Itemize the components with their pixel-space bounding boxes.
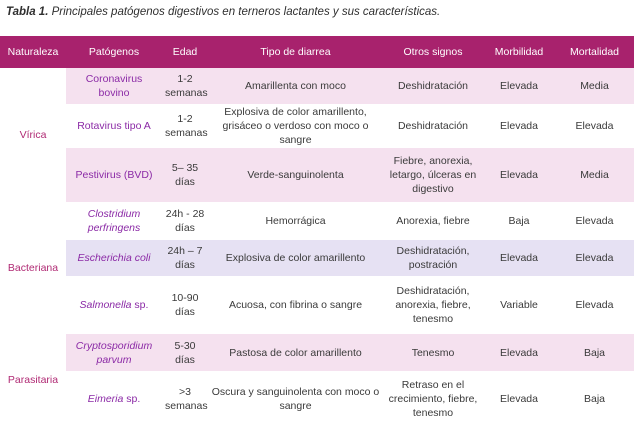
morbilidad-cell: Elevada <box>483 148 555 203</box>
diarrea-cell: Acuosa, con fibrina o sangre <box>208 277 383 334</box>
header-tipo-diarrea: Tipo de diarrea <box>208 36 383 68</box>
header-patogenos: Patógenos <box>66 36 162 68</box>
pathogens-table: Naturaleza Patógenos Edad Tipo de diarre… <box>0 36 634 427</box>
signos-cell: Tenesmo <box>383 334 483 372</box>
edad-cell: 5-30 días <box>162 334 208 372</box>
pathogen-cell: Escherichia coli <box>66 240 162 277</box>
pathogen-suffix: sp. <box>123 393 141 405</box>
edad-cell: 1-2 semanas <box>162 105 208 148</box>
mortalidad-cell: Elevada <box>555 203 634 240</box>
signos-cell: Retraso en el crecimiento, fiebre, tenes… <box>383 372 483 427</box>
morbilidad-cell: Elevada <box>483 334 555 372</box>
mortalidad-cell: Media <box>555 148 634 203</box>
mortalidad-cell: Elevada <box>555 277 634 334</box>
table-row: Vírica Coronavirus bovino 1-2 semanas Am… <box>0 68 634 203</box>
pathogen-cell: Rotavirus tipo A <box>66 105 162 148</box>
edad-cell: 1-2 semanas <box>162 68 208 105</box>
mortalidad-cell: Elevada <box>555 240 634 277</box>
naturaleza-cell: Vírica <box>0 68 66 203</box>
morbilidad-cell: Elevada <box>483 105 555 148</box>
mortalidad-cell: Baja <box>555 372 634 427</box>
table-row: Rotavirus tipo A 1-2 semanas Explosiva d… <box>0 105 634 148</box>
table-caption: Tabla 1. Principales patógenos digestivo… <box>6 6 440 18</box>
table-row: Escherichia coli 24h – 7 días Explosiva … <box>0 240 634 277</box>
diarrea-cell: Explosiva de color amarillento, grisáceo… <box>208 105 383 148</box>
mortalidad-cell: Elevada <box>555 105 634 148</box>
pathogen-genus: Eimeria <box>87 393 124 405</box>
mortalidad-cell: Baja <box>555 334 634 372</box>
diarrea-cell: Amarillenta con moco <box>208 68 383 105</box>
pathogen-suffix: sp. <box>131 299 149 311</box>
edad-cell: 24h - 28 días <box>162 203 208 240</box>
header-naturaleza: Naturaleza <box>0 36 66 68</box>
caption-label: Tabla 1. <box>6 6 49 18</box>
table-row: Pestivirus (BVD) 5– 35 días Verde-sangui… <box>0 148 634 203</box>
pathogen-cell: Pestivirus (BVD) <box>66 148 162 203</box>
table-row: Salmonella sp. 10-90 días Acuosa, con fi… <box>0 277 634 334</box>
pathogen-genus: Salmonella <box>79 299 132 311</box>
morbilidad-cell: Elevada <box>483 68 555 105</box>
header-row: Naturaleza Patógenos Edad Tipo de diarre… <box>0 36 634 68</box>
morbilidad-cell: Elevada <box>483 240 555 277</box>
pathogen-cell: Coronavirus bovino <box>66 68 162 105</box>
table-row: Bacteriana Clostridium perfringens 24h -… <box>0 203 634 334</box>
signos-cell: Deshidratación, postración <box>383 240 483 277</box>
signos-cell: Anorexia, fiebre <box>383 203 483 240</box>
pathogen-cell: Cryptosporidium parvum <box>66 334 162 372</box>
edad-cell: 10-90 días <box>162 277 208 334</box>
morbilidad-cell: Variable <box>483 277 555 334</box>
table-row: Parasitaria Cryptosporidium parvum 5-30 … <box>0 334 634 427</box>
header-mortalidad: Mortalidad <box>555 36 634 68</box>
naturaleza-cell: Parasitaria <box>0 334 66 427</box>
header-morbilidad: Morbilidad <box>483 36 555 68</box>
diarrea-cell: Pastosa de color amarillento <box>208 334 383 372</box>
signos-cell: Deshidratación <box>383 105 483 148</box>
edad-cell: >3 semanas <box>162 372 208 427</box>
edad-cell: 24h – 7 días <box>162 240 208 277</box>
pathogen-cell: Salmonella sp. <box>66 277 162 334</box>
signos-cell: Deshidratación, anorexia, fiebre, tenesm… <box>383 277 483 334</box>
diarrea-cell: Verde-sanguinolenta <box>208 148 383 203</box>
pathogen-cell: Eimeria sp. <box>66 372 162 427</box>
pathogen-cell: Clostridium perfringens <box>66 203 162 240</box>
header-otros-signos: Otros signos <box>383 36 483 68</box>
table-row: Eimeria sp. >3 semanas Oscura y sanguino… <box>0 372 634 427</box>
diarrea-cell: Explosiva de color amarillento <box>208 240 383 277</box>
diarrea-cell: Oscura y sanguinolenta con moco o sangre <box>208 372 383 427</box>
caption-text: Principales patógenos digestivos en tern… <box>51 6 441 18</box>
edad-cell: 5– 35 días <box>162 148 208 203</box>
signos-cell: Fiebre, anorexia, letargo, úlceras en di… <box>383 148 483 203</box>
diarrea-cell: Hemorrágica <box>208 203 383 240</box>
signos-cell: Deshidratación <box>383 68 483 105</box>
morbilidad-cell: Elevada <box>483 372 555 427</box>
morbilidad-cell: Baja <box>483 203 555 240</box>
naturaleza-cell: Bacteriana <box>0 203 66 334</box>
header-edad: Edad <box>162 36 208 68</box>
mortalidad-cell: Media <box>555 68 634 105</box>
